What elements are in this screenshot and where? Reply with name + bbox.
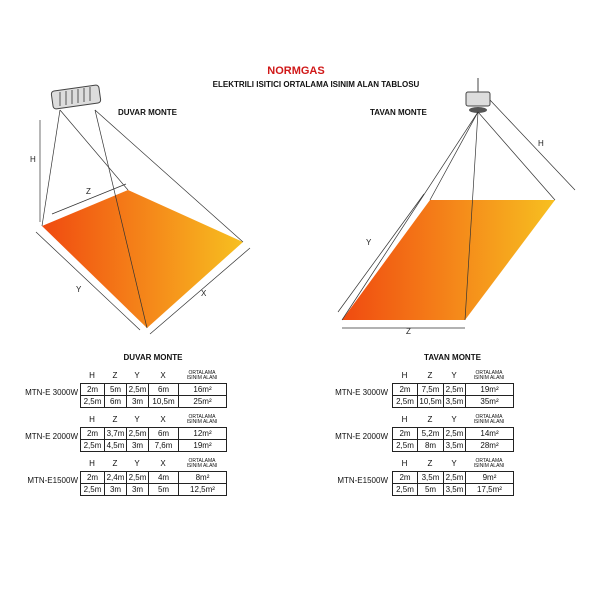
table-cell: 2,5m — [392, 483, 418, 496]
model-label: MTN-E 3000W — [335, 388, 388, 397]
model-label: MTN-E 2000W — [25, 432, 78, 441]
table-cell: 2,5m — [392, 395, 418, 408]
table-cell: 25m² — [178, 395, 227, 408]
table-cell: 3m — [104, 483, 127, 496]
column-header: H — [89, 370, 95, 380]
column-header: H — [401, 414, 408, 424]
dim-label: Y — [366, 238, 372, 247]
column-header: ORTALAMA ISINIM ALANI — [473, 413, 505, 425]
table-cell: 2,5m — [80, 395, 105, 408]
column-header: Y — [451, 414, 457, 424]
diagrams: H Z Y X Y Z H — [30, 78, 576, 336]
brand-title: NORMGAS — [267, 65, 325, 77]
column-header: H — [89, 414, 95, 424]
table-cell: 3m — [126, 483, 149, 496]
column-header: H — [401, 458, 408, 468]
column-header: Y — [451, 458, 457, 468]
table-cell: 28m² — [465, 439, 514, 452]
column-header: Y — [134, 414, 140, 424]
diagram-title: TAVAN MONTE — [370, 108, 427, 117]
column-header: Y — [134, 370, 140, 380]
table-cell: 3m — [126, 439, 149, 452]
column-header: X — [160, 458, 166, 468]
dim-label: H — [538, 139, 544, 148]
column-header: ORTALAMA ISINIM ALANI — [186, 369, 218, 381]
table-cell: 7,6m — [148, 439, 179, 452]
table-cell: 8m — [417, 439, 444, 452]
column-header: H — [401, 370, 408, 380]
model-label: MTN-E1500W — [337, 476, 388, 485]
table-cell: 10,5m — [417, 395, 444, 408]
dim-label: X — [201, 289, 207, 298]
table-cell: 19m² — [178, 439, 227, 452]
dim-label: Y — [76, 285, 82, 294]
column-header: ORTALAMA ISINIM ALANI — [186, 413, 218, 425]
column-header: Y — [451, 370, 457, 380]
table-title: TAVAN MONTE — [424, 353, 481, 362]
column-header: Z — [427, 414, 433, 424]
table-cell: 17,5m² — [465, 483, 514, 496]
wall-heater — [50, 84, 102, 110]
beam-lines — [337, 99, 576, 329]
column-header: ORTALAMA ISINIM ALANI — [186, 457, 218, 469]
table-cell: 3,5m — [443, 395, 466, 408]
table-cell: 3,5m — [443, 483, 466, 496]
table-cell: 3m — [126, 395, 149, 408]
diagram-title: DUVAR MONTE — [118, 108, 177, 117]
subtitle: ELEKTRILI ISITICI ORTALAMA ISINIM ALAN T… — [212, 80, 420, 89]
dim-label: H — [30, 155, 36, 164]
column-header: Z — [112, 458, 118, 468]
model-label: MTN-E 2000W — [335, 432, 388, 441]
column-header: Z — [427, 458, 433, 468]
table-cell: 5m — [148, 483, 179, 496]
table-cell: 2,5m — [80, 483, 105, 496]
table-cell: 10,5m — [148, 395, 179, 408]
dim-label: Z — [406, 327, 411, 336]
column-header: ORTALAMA ISINIM ALANI — [473, 457, 505, 469]
column-header: ORTALAMA ISINIM ALANI — [473, 369, 505, 381]
model-label: MTN-E1500W — [27, 476, 78, 485]
dim-label: Z — [86, 187, 91, 196]
table-cell: 5m — [417, 483, 444, 496]
column-header: Z — [112, 414, 118, 424]
table-cell: 12,5m² — [178, 483, 227, 496]
heat-area — [42, 190, 243, 328]
column-header: Z — [427, 370, 433, 380]
table-cell: 3,5m — [443, 439, 466, 452]
table-cell: 2,5m — [392, 439, 418, 452]
table-cell: 2,5m — [80, 439, 105, 452]
table-cell: 4,5m — [104, 439, 127, 452]
column-header: Y — [134, 458, 140, 468]
model-label: MTN-E 3000W — [25, 388, 78, 397]
column-header: X — [160, 414, 166, 424]
table-title: DUVAR MONTE — [123, 353, 183, 362]
beam-lines — [35, 109, 251, 335]
heat-area — [342, 200, 555, 320]
table-cell: 35m² — [465, 395, 514, 408]
table-cell: 6m — [104, 395, 127, 408]
column-header: Z — [112, 370, 118, 380]
column-header: X — [160, 370, 166, 380]
column-header: H — [89, 458, 95, 468]
ceiling-heater — [465, 78, 491, 113]
